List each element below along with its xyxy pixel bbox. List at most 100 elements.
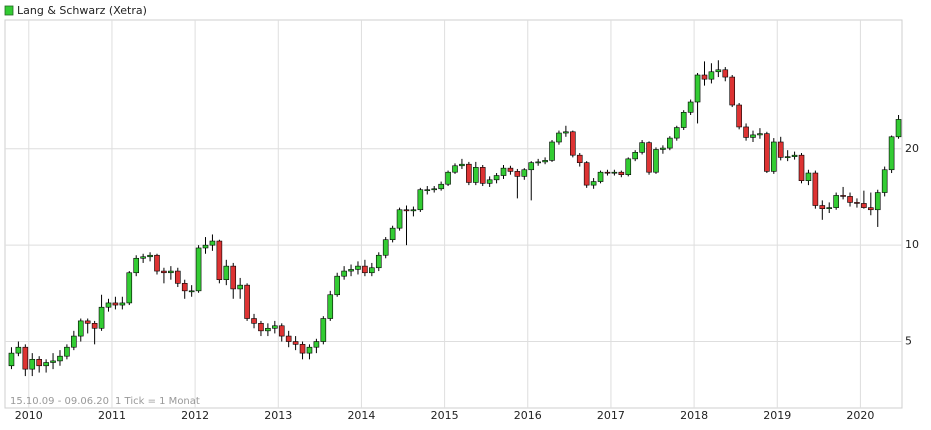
y-tick-label: 5: [905, 335, 912, 348]
candle-body: [729, 76, 736, 106]
candle-body: [556, 132, 562, 143]
candle-body: [202, 244, 209, 249]
candle-body: [29, 359, 36, 370]
candle-body: [722, 69, 729, 78]
candle-body: [91, 323, 98, 329]
candle-body: [334, 275, 340, 296]
candle-body: [181, 283, 188, 292]
candle-body: [424, 189, 431, 192]
candle-body: [687, 101, 694, 113]
candle-body: [8, 352, 15, 367]
candle-body: [660, 147, 666, 150]
candle-body: [265, 327, 271, 332]
candle-body: [452, 165, 458, 173]
candle-body: [888, 136, 895, 171]
x-tick-label: 2011: [98, 409, 126, 422]
candle-body: [680, 112, 687, 128]
candle-body: [777, 141, 784, 158]
x-tick-label: 2018: [680, 409, 708, 422]
candle-body: [757, 133, 763, 136]
y-tick-label: 10: [905, 238, 919, 251]
x-tick-label: 2016: [514, 409, 542, 422]
candle-body: [528, 162, 535, 171]
candle-body: [590, 181, 597, 186]
candle-body: [216, 240, 223, 281]
candle-body: [583, 162, 590, 186]
candle-body: [459, 163, 465, 167]
candle-body: [98, 306, 105, 329]
candle-body: [479, 167, 486, 184]
candle-body: [847, 196, 853, 203]
candle-body: [126, 272, 133, 304]
candle-body: [188, 290, 195, 293]
candle-body: [673, 127, 680, 139]
candle-body: [535, 161, 541, 164]
x-tick-label: 2020: [846, 409, 874, 422]
candles: [8, 60, 902, 377]
candle-body: [854, 202, 860, 204]
candle-body: [417, 189, 424, 211]
candle-body: [618, 171, 625, 175]
candle-body: [71, 335, 77, 348]
candle-body: [161, 270, 167, 274]
candle-body: [174, 270, 181, 284]
candle-body: [258, 323, 264, 332]
candle-body: [576, 154, 583, 163]
candle-body: [84, 320, 91, 324]
candle-body: [701, 74, 708, 80]
candle-body: [50, 360, 56, 363]
candle-body: [403, 209, 410, 212]
candle-body: [736, 104, 742, 128]
x-tick-label: 2010: [15, 409, 43, 422]
candle-body: [244, 284, 250, 319]
candle-body: [604, 171, 611, 174]
candle-body: [320, 318, 327, 342]
candle-body: [133, 257, 140, 274]
candle-body: [493, 175, 500, 181]
x-tick-label: 2014: [347, 409, 375, 422]
candle-body: [119, 302, 126, 306]
candle-body: [438, 183, 444, 190]
candle-body: [743, 126, 749, 138]
x-tick-label: 2013: [264, 409, 292, 422]
candle-body: [597, 171, 604, 182]
candle-body: [840, 195, 846, 197]
candle-body: [570, 131, 576, 156]
candle-body: [15, 346, 22, 354]
candle-body: [895, 119, 902, 138]
x-tick-label: 2012: [181, 409, 209, 422]
candle-body: [313, 341, 320, 348]
candle-body: [147, 254, 153, 258]
candle-body: [833, 195, 839, 208]
candle-body: [514, 171, 521, 177]
candle-body: [327, 294, 334, 319]
candle-body: [105, 302, 112, 308]
candle-body: [36, 359, 42, 367]
x-tick-label: 2017: [597, 409, 625, 422]
candle-body: [77, 320, 84, 337]
candle-body: [230, 265, 237, 290]
candle-body: [362, 265, 368, 274]
candle-body: [611, 171, 618, 174]
y-tick-label: 20: [905, 142, 919, 155]
candle-body: [861, 203, 867, 208]
candle-body: [64, 346, 70, 357]
candle-body: [112, 302, 119, 306]
candle-body: [466, 163, 472, 183]
candle-body: [542, 160, 548, 163]
candle-body: [382, 239, 389, 256]
candle-body: [43, 362, 49, 367]
x-tick-label: 2015: [431, 409, 459, 422]
candle-body: [285, 335, 292, 342]
candle-body: [784, 156, 791, 158]
candle-body: [22, 346, 29, 370]
candle-body: [209, 240, 216, 246]
grid: [5, 20, 902, 408]
candle-body: [223, 265, 230, 281]
candle-body: [715, 69, 722, 73]
candle-body: [812, 172, 819, 206]
candle-body: [791, 154, 798, 157]
candle-body: [306, 346, 313, 354]
candle-body: [646, 142, 652, 173]
